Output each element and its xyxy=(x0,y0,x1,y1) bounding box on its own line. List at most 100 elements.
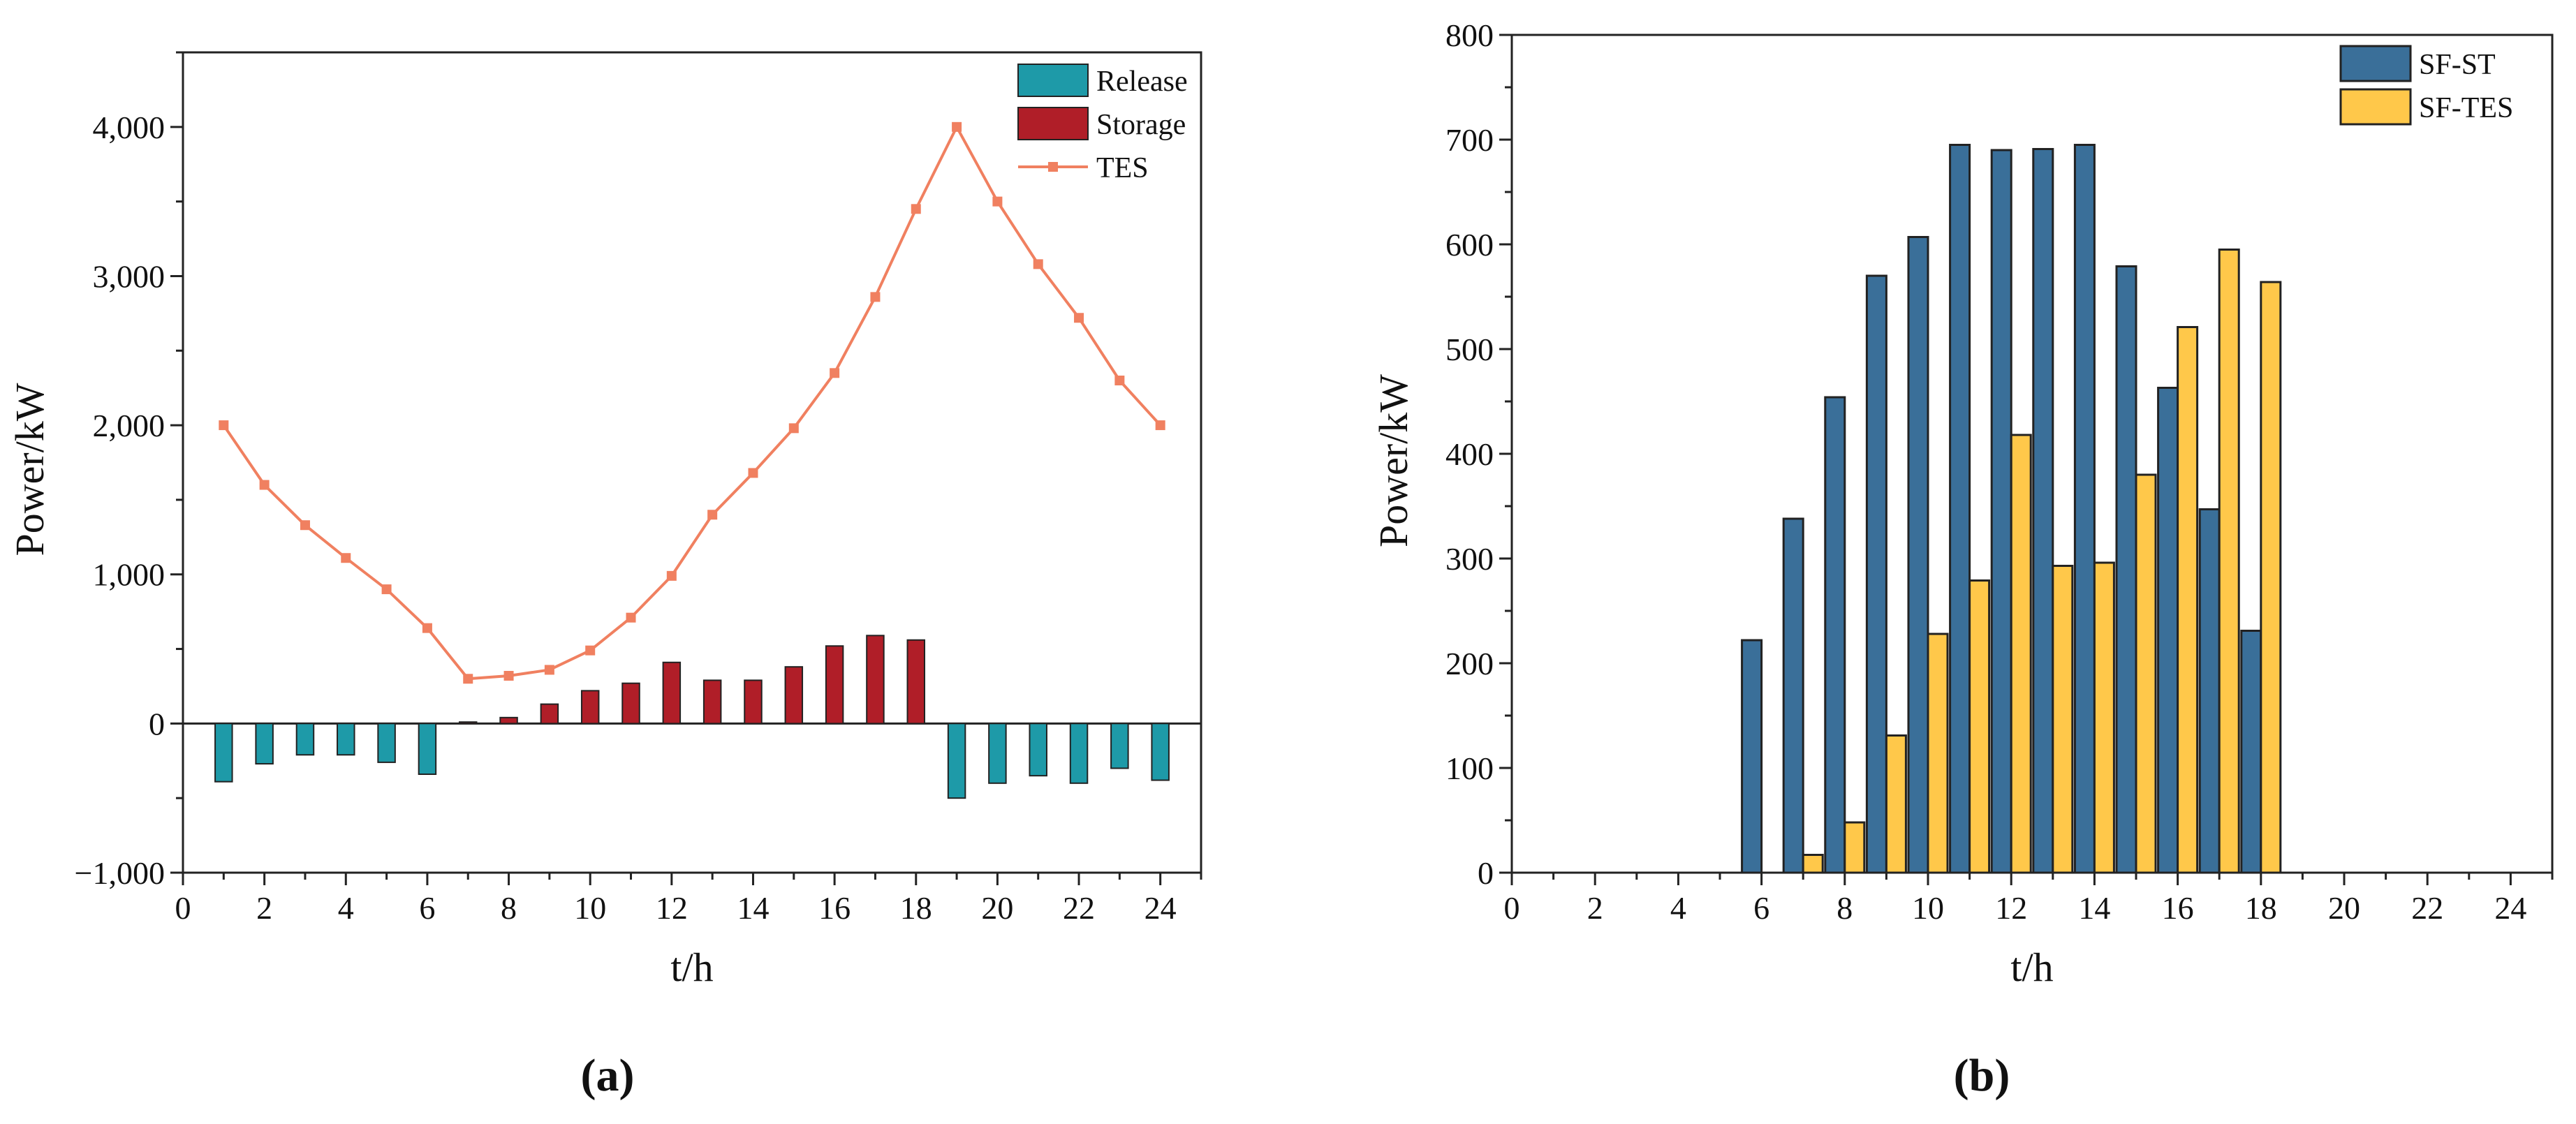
bar-sf-st xyxy=(1907,236,1929,874)
x-axis-label: t/h xyxy=(670,945,713,990)
bar-storage xyxy=(744,679,763,725)
y-tick-label: 0 xyxy=(1478,855,1494,891)
x-tick-label: 22 xyxy=(1063,890,1095,926)
bar-sf-tes xyxy=(2135,473,2157,874)
bar-sf-st xyxy=(1782,517,1804,874)
tes-line xyxy=(222,124,1162,681)
tes-point xyxy=(626,612,636,623)
tes-point xyxy=(544,665,554,675)
y-tick-label: 100 xyxy=(1445,750,1494,786)
x-tick-label: 12 xyxy=(656,890,688,926)
legend-marker-tes xyxy=(1048,162,1058,172)
x-tick-label: 0 xyxy=(1504,890,1520,926)
x-tick-label: 16 xyxy=(2162,890,2194,926)
y-tick-label: 400 xyxy=(1445,436,1494,472)
tes-point xyxy=(748,468,758,478)
y-tick-label: 600 xyxy=(1445,227,1494,262)
x-tick-label: 8 xyxy=(501,890,517,926)
x-tick-label: 14 xyxy=(2078,890,2110,926)
x-tick-label: 0 xyxy=(175,890,191,926)
bar-sf-st xyxy=(2115,265,2137,874)
tes-point xyxy=(992,196,1003,207)
x-tick-label: 10 xyxy=(574,890,606,926)
tes-point xyxy=(585,645,596,656)
legend-label-storage: Storage xyxy=(1096,109,1186,141)
bar-release xyxy=(295,723,315,756)
tes-point xyxy=(1155,420,1165,431)
tes-point xyxy=(219,420,229,431)
bar-sf-st xyxy=(2198,508,2221,874)
tes-point xyxy=(952,121,962,132)
bar-sf-st xyxy=(1949,144,1971,874)
y-axis-label: Power/kW xyxy=(1371,374,1416,547)
tes-point xyxy=(666,570,677,581)
bar-sf-tes xyxy=(2177,326,2199,874)
bar-sf-tes xyxy=(1885,734,1907,874)
bar-sf-tes xyxy=(2052,565,2074,874)
y-tick-label: 300 xyxy=(1445,541,1494,577)
tes-point xyxy=(300,520,310,531)
bar-release xyxy=(214,723,233,783)
legend-swatch-release xyxy=(1017,64,1089,97)
x-tick-label: 14 xyxy=(737,890,769,926)
y-tick-label: 0 xyxy=(149,706,165,741)
bar-sf-tes xyxy=(1843,821,1866,874)
legend-swatch-sf-tes xyxy=(2339,88,2412,126)
x-tick-label: 24 xyxy=(2494,890,2526,926)
x-tick-label: 22 xyxy=(2411,890,2443,926)
y-tick-label: 1,000 xyxy=(93,557,165,593)
bar-release xyxy=(337,723,355,756)
tes-point xyxy=(381,584,392,595)
bar-sf-st xyxy=(2157,387,2179,874)
bar-release xyxy=(1029,723,1047,777)
plot-frame xyxy=(182,51,1202,874)
bar-storage xyxy=(866,635,885,725)
x-tick-label: 4 xyxy=(1670,890,1686,926)
tes-point xyxy=(259,480,270,490)
x-tick-label: 10 xyxy=(1912,890,1944,926)
bar-sf-st xyxy=(2073,144,2096,874)
bar-sf-st xyxy=(2240,630,2262,874)
bar-storage xyxy=(458,721,478,725)
x-tick-label: 2 xyxy=(256,890,272,926)
y-tick-label: 3,000 xyxy=(93,258,165,294)
tes-point xyxy=(870,292,881,302)
bar-storage xyxy=(906,639,926,725)
tes-point xyxy=(503,671,514,681)
x-tick-label: 18 xyxy=(900,890,932,926)
x-tick-label: 18 xyxy=(2245,890,2277,926)
bar-storage xyxy=(499,716,518,725)
bar-release xyxy=(418,723,437,776)
tes-point xyxy=(707,510,718,520)
bar-sf-tes xyxy=(1927,633,1949,874)
bar-storage xyxy=(662,661,682,725)
bar-release xyxy=(1151,723,1170,781)
bar-storage xyxy=(702,679,722,725)
x-tick-label: 6 xyxy=(419,890,435,926)
x-axis-label: t/h xyxy=(2010,945,2053,990)
bar-release xyxy=(255,723,274,765)
tes-point xyxy=(341,553,351,563)
bar-sf-tes xyxy=(2260,281,2282,874)
bar-sf-st xyxy=(1865,274,1887,874)
y-tick-label: 800 xyxy=(1445,17,1494,53)
tes-point xyxy=(1114,376,1125,385)
bar-sf-tes xyxy=(2093,561,2115,874)
bar-release xyxy=(1110,723,1129,769)
y-axis-label: Power/kW xyxy=(7,383,52,556)
tes-point xyxy=(422,623,432,633)
x-tick-label: 6 xyxy=(1753,890,1769,926)
bar-storage xyxy=(784,666,804,725)
bar-storage xyxy=(621,682,640,725)
bar-sf-st xyxy=(1824,396,1846,874)
bar-storage xyxy=(580,690,600,725)
tes-point xyxy=(1033,259,1043,269)
tes-point xyxy=(911,204,921,214)
bar-storage xyxy=(825,645,844,725)
tes-point xyxy=(830,368,840,378)
bar-sf-tes xyxy=(2010,434,2032,874)
bar-release xyxy=(377,723,396,763)
panel-a-label: (a) xyxy=(581,1050,635,1101)
legend-label-release: Release xyxy=(1096,66,1188,98)
